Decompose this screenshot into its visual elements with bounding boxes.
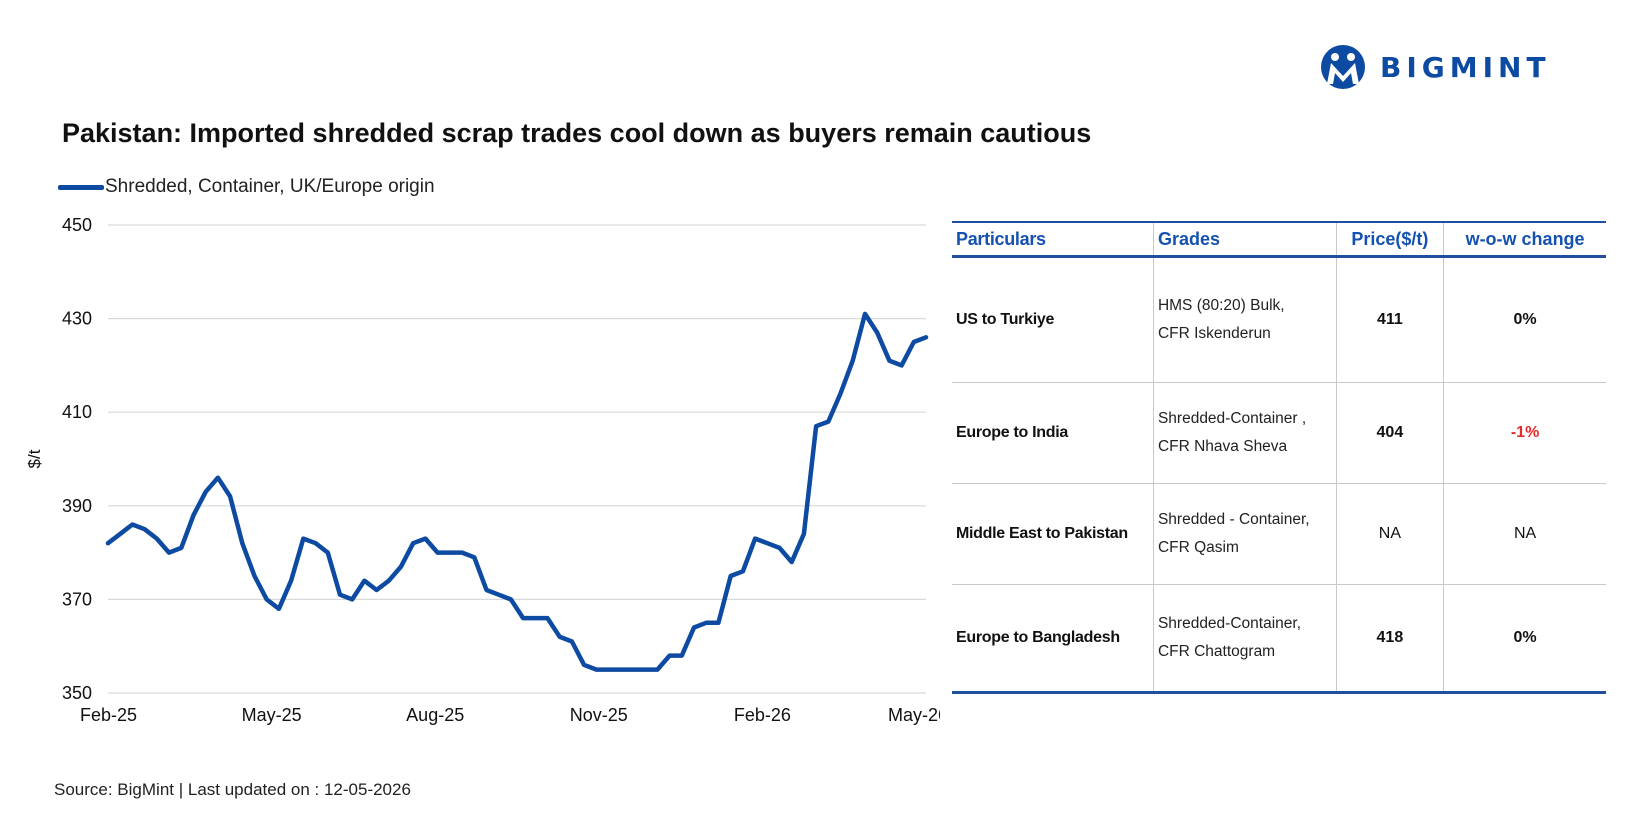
y-tick-label: 430 <box>62 309 92 329</box>
table-row: Europe to Bangladesh Shredded-Container,… <box>952 584 1606 694</box>
bigmint-logo-icon <box>1321 45 1365 89</box>
grade-line-1: Shredded-Container, <box>1157 615 1301 632</box>
source-note: Source: BigMint | Last updated on : 12-0… <box>54 780 411 799</box>
brand-name: BIGMINT <box>1380 50 1551 84</box>
cell-wow: NA <box>1443 483 1606 585</box>
y-tick-label: 390 <box>62 496 92 516</box>
y-tick-label: 450 <box>62 215 92 235</box>
cell-price: 411 <box>1335 256 1444 383</box>
header-particulars: Particulars <box>952 221 1154 258</box>
chart-title: Pakistan: Imported shredded scrap trades… <box>62 118 1092 148</box>
grade-line-2: CFR Nhava Sheva <box>1157 438 1288 455</box>
cell-particulars: Europe to India <box>952 382 1154 484</box>
table-header-row: Particulars Grades Price($/t) w-o-w chan… <box>952 221 1606 258</box>
grade-line-2: CFR Qasim <box>1157 539 1239 556</box>
y-tick-label: 410 <box>62 402 92 422</box>
cell-particulars: Europe to Bangladesh <box>952 584 1154 694</box>
x-tick-label: Aug-25 <box>406 705 464 725</box>
grade-line-2: CFR Iskenderun <box>1157 325 1271 342</box>
grade-line-2: CFR Chattogram <box>1157 643 1276 660</box>
table-row: Europe to India Shredded-Container , CFR… <box>952 382 1606 484</box>
y-tick-label: 370 <box>62 589 92 609</box>
legend-label: Shredded, Container, UK/Europe origin <box>105 176 435 197</box>
x-tick-label: May-25 <box>242 705 302 725</box>
x-tick-label: May-26 <box>888 705 940 725</box>
chart-legend: Shredded, Container, UK/Europe origin <box>58 176 435 198</box>
bigmint-logo: BIGMINT <box>1318 44 1551 90</box>
x-tick-label: Nov-25 <box>570 705 628 725</box>
cell-grade: HMS (80:20) Bulk, CFR Iskenderun <box>1152 256 1337 383</box>
table-row: Middle East to Pakistan Shredded - Conta… <box>952 483 1606 585</box>
y-axis-label: $/t <box>25 449 44 468</box>
cell-wow: 0% <box>1443 584 1606 694</box>
cell-price: 418 <box>1335 584 1444 694</box>
header-grades: Grades <box>1152 221 1337 258</box>
cell-particulars: Middle East to Pakistan <box>952 483 1154 585</box>
cell-particulars: US to Turkiye <box>952 256 1154 383</box>
series-line-shredded <box>105 311 929 672</box>
grade-line-1: Shredded - Container, <box>1157 511 1310 528</box>
grade-line-1: HMS (80:20) Bulk, <box>1157 297 1285 314</box>
cell-grade: Shredded-Container , CFR Nhava Sheva <box>1152 382 1337 484</box>
legend-swatch <box>58 184 104 190</box>
cell-wow: -1% <box>1443 382 1606 484</box>
x-tick-label: Feb-26 <box>734 705 791 725</box>
header-wow: w-o-w change <box>1443 221 1606 258</box>
line-chart: 350 370 390 410 430 450 $/t Feb-25 May-25 Aug-25 N… <box>25 215 940 725</box>
cell-wow: 0% <box>1443 256 1606 383</box>
price-table: Particulars Grades Price($/t) w-o-w chan… <box>952 221 1606 694</box>
table-row: US to Turkiye HMS (80:20) Bulk, CFR Iske… <box>952 256 1606 383</box>
y-tick-label: 350 <box>62 683 92 703</box>
cell-grade: Shredded - Container, CFR Qasim <box>1152 483 1337 585</box>
cell-grade: Shredded-Container, CFR Chattogram <box>1152 584 1337 694</box>
grade-line-1: Shredded-Container , <box>1157 410 1307 427</box>
cell-price: NA <box>1335 483 1444 585</box>
header-price: Price($/t) <box>1335 221 1444 258</box>
x-tick-label: Feb-25 <box>80 705 137 725</box>
cell-price: 404 <box>1335 382 1444 484</box>
